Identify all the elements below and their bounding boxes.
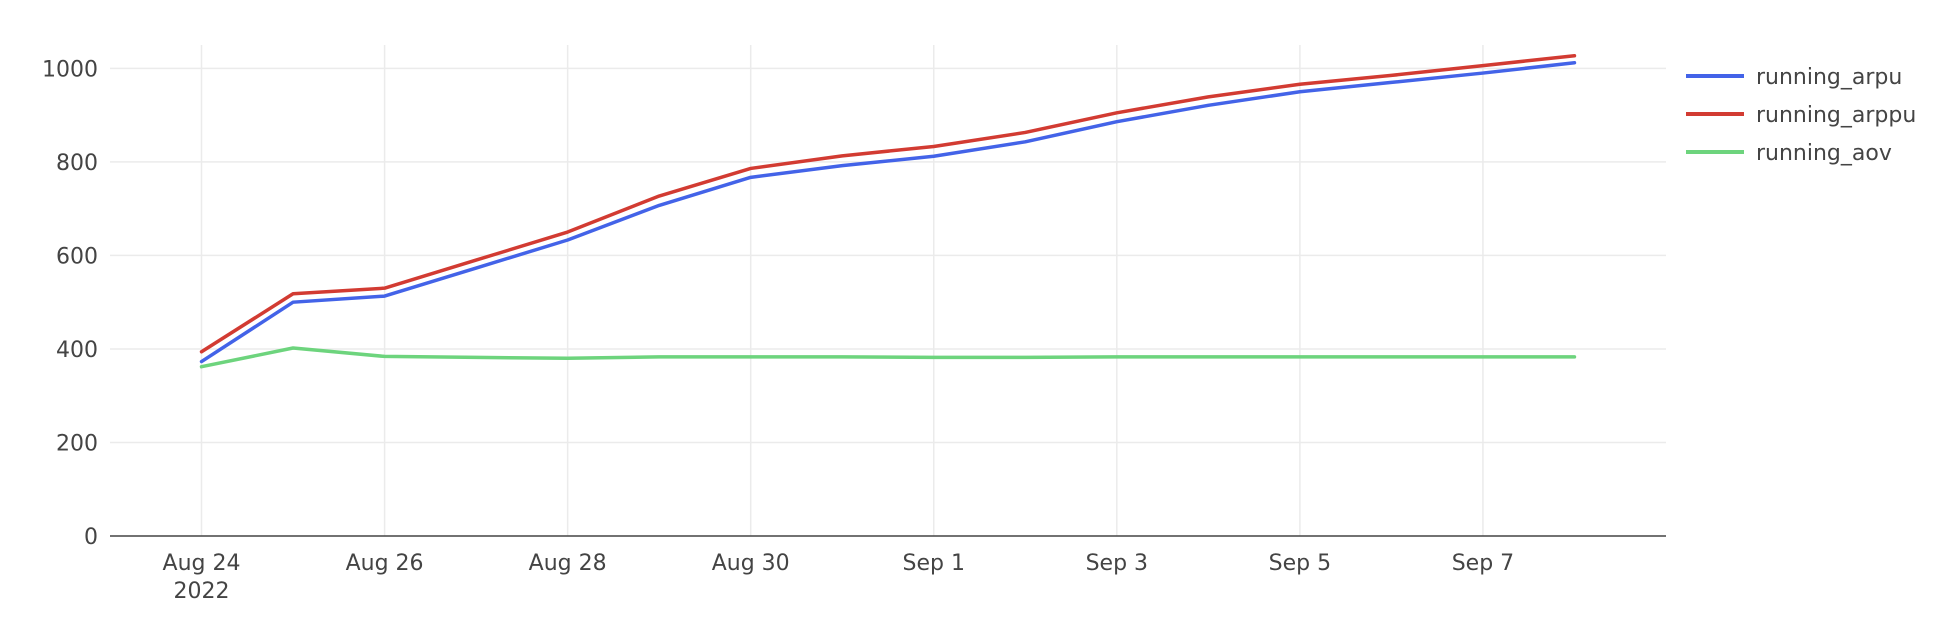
legend: running_arpu running_arppu running_aov: [1686, 65, 1916, 166]
y-tick-label: 600: [56, 244, 98, 269]
legend-label: running_arpu: [1756, 65, 1902, 90]
series-lines: [199, 54, 1577, 369]
x-tick-label: Aug 28: [529, 551, 607, 576]
x-tick-label: Aug 30: [712, 551, 790, 576]
grid-lines: [110, 45, 1666, 536]
y-tick-label: 800: [56, 151, 98, 176]
series-line-running_arpu: [199, 61, 1577, 364]
x-tick-label: Aug 24: [163, 551, 241, 576]
x-tick-label: Sep 7: [1452, 551, 1514, 576]
legend-item-running_aov[interactable]: running_aov: [1686, 141, 1892, 166]
x-tick-sublabel: 2022: [174, 579, 230, 604]
y-tick-label: 0: [84, 525, 98, 550]
legend-label: running_arppu: [1756, 103, 1916, 128]
x-tick-label: Sep 1: [903, 551, 965, 576]
y-tick-label: 200: [56, 431, 98, 456]
x-tick-label: Sep 3: [1086, 551, 1148, 576]
y-tick-label: 1000: [42, 57, 98, 82]
x-tick-label: Sep 5: [1269, 551, 1331, 576]
series-line-running_arppu: [199, 54, 1577, 354]
series-line-running_aov: [199, 346, 1577, 369]
y-axis: 0 200 400 600 800 1000: [42, 57, 98, 550]
x-tick-label: Aug 26: [346, 551, 424, 576]
legend-label: running_aov: [1756, 141, 1892, 166]
x-axis: Aug 24 2022 Aug 26 Aug 28 Aug 30 Sep 1 Sep 3 Se…: [110, 535, 1666, 604]
legend-item-running_arppu[interactable]: running_arppu: [1686, 103, 1916, 128]
y-tick-label: 400: [56, 338, 98, 363]
legend-item-running_arpu[interactable]: running_arpu: [1686, 65, 1902, 90]
